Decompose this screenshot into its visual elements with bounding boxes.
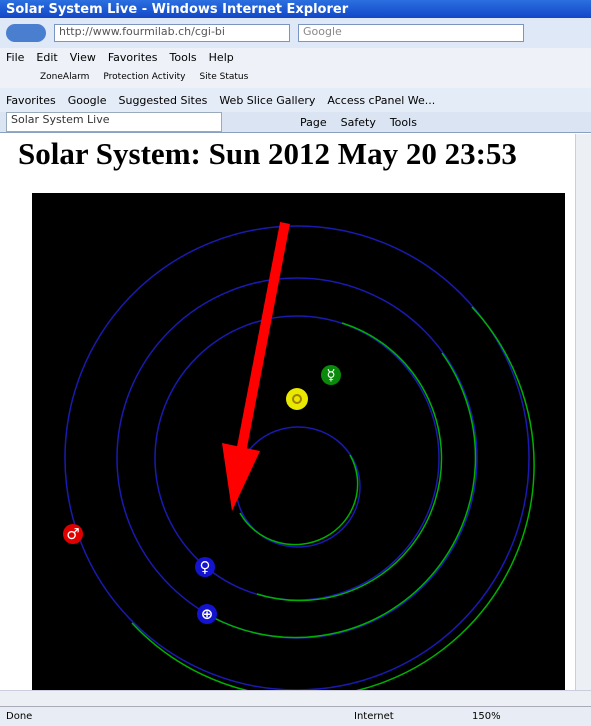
sun-dot (292, 394, 302, 404)
page-content: Solar System: Sun 2012 May 20 23:53 ☿ ♀ ⊕ ♂ (0, 134, 575, 690)
favorite-item[interactable]: Suggested Sites (118, 93, 208, 107)
favorite-item[interactable]: Google (67, 93, 107, 107)
planet (63, 524, 83, 544)
planet-symbol: ☿ (326, 366, 335, 384)
favorite-item[interactable]: Web Slice Gallery (219, 93, 316, 107)
tab[interactable]: Solar System Live (6, 112, 222, 132)
menu-item[interactable]: Edit (36, 50, 58, 64)
solar-map: ☿ ♀ ⊕ ♂ (32, 193, 565, 690)
search-field[interactable]: Google (298, 24, 524, 42)
planet-symbol: ♂ (66, 525, 79, 543)
address-field[interactable]: http://www.fourmilab.ch/cgi-bi (54, 24, 290, 42)
orbit-arc (131, 306, 535, 690)
h-scrollbar[interactable] (0, 690, 591, 707)
planet (321, 365, 341, 385)
menu-item[interactable]: Favorites (107, 50, 158, 64)
zonealarm-toolbar: ZoneAlarm Protection Activity Site Status (0, 66, 591, 88)
arrow-shaft (233, 222, 290, 469)
arrow-head (222, 443, 260, 511)
window-title: Solar System Live - Windows Internet Exp… (6, 1, 349, 17)
orbit-arc (256, 322, 443, 602)
planet-symbol: ⊕ (201, 605, 214, 623)
menu-item[interactable]: File (6, 50, 25, 64)
orbit-arc (239, 454, 359, 546)
title-bar: Solar System Live - Windows Internet Exp… (0, 0, 591, 18)
planet-symbol: ♀ (200, 558, 211, 576)
menu-item[interactable]: Tools (169, 50, 197, 64)
orbit (64, 225, 530, 690)
planets: ☿ ♀ ⊕ ♂ (63, 365, 341, 624)
v-scrollbar[interactable] (575, 134, 591, 690)
orbits (64, 225, 535, 690)
address-row: http://www.fourmilab.ch/cgi-bi Google (0, 18, 591, 48)
heading: Solar System: Sun 2012 May 20 23:53 (18, 136, 517, 171)
command-item[interactable]: Safety (340, 115, 376, 129)
planet (197, 604, 217, 624)
favorites-bar: Favorites Google Suggested Sites Web Slice … (0, 88, 591, 112)
toolbar-item[interactable]: ZoneAlarm (40, 72, 90, 82)
toolbar-item[interactable]: Protection Activity (103, 72, 186, 82)
favorite-item[interactable]: Access cPanel We... (327, 93, 436, 107)
map-background (32, 193, 565, 690)
menu-item[interactable]: Help (208, 50, 234, 64)
menu-item[interactable]: View (69, 50, 96, 64)
orbit-arc (211, 352, 477, 639)
command-bar: Page Safety Tools (300, 116, 417, 129)
menu-bar: File Edit View Favorites Tools Help (0, 48, 591, 66)
zoom[interactable]: 150% (472, 711, 501, 722)
planet (195, 557, 215, 577)
command-item[interactable]: Page (300, 115, 327, 129)
sun (286, 388, 308, 410)
status-text: Done (6, 711, 33, 722)
zone: Internet (354, 711, 394, 722)
command-item[interactable]: Tools (389, 115, 417, 129)
status-bar: Done Internet 150% (0, 706, 591, 726)
nav-buttons[interactable] (6, 24, 46, 42)
tab-row: Solar System Live Page Safety Tools (0, 112, 591, 133)
toolbar-item[interactable]: Site Status (199, 72, 249, 82)
favorite-item[interactable]: Favorites (6, 93, 56, 107)
